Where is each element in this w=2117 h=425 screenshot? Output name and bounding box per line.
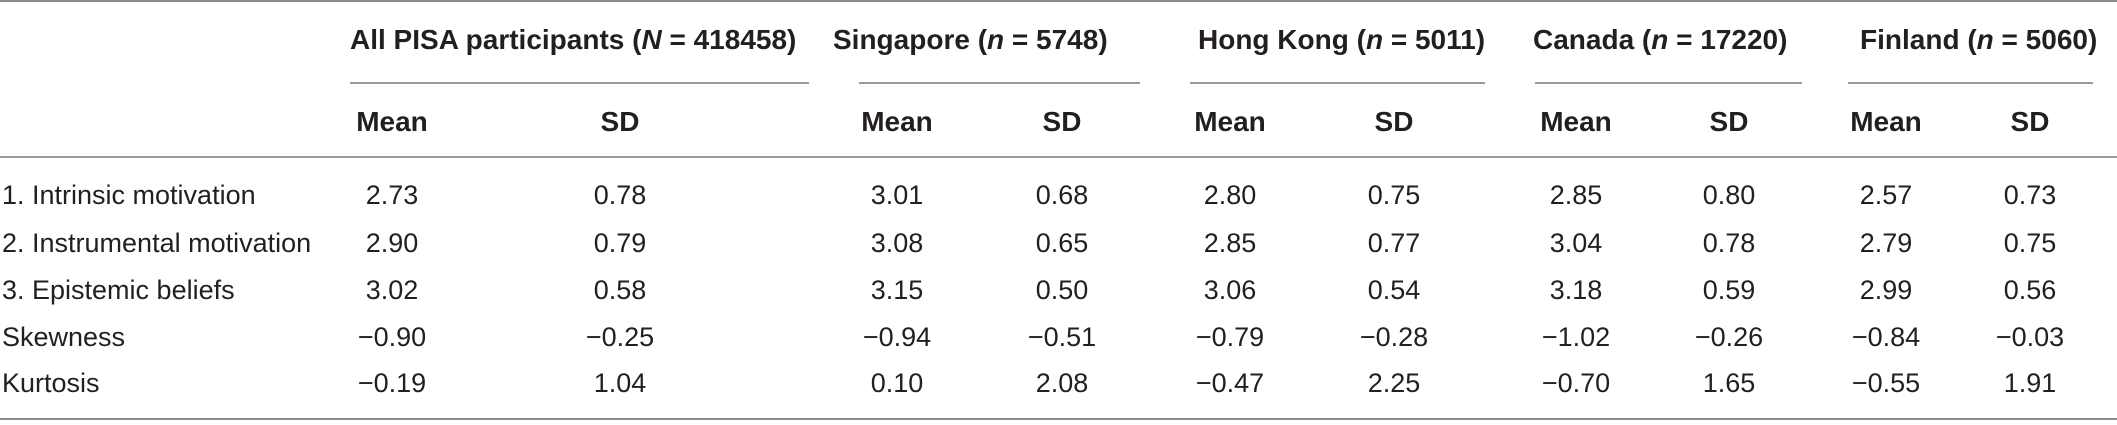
mean-cell: −0.84 [1851, 322, 1921, 352]
group-name: All PISA participants ( [350, 24, 642, 55]
sd-column-header: SD [600, 106, 640, 137]
sd-cell: 1.65 [1702, 368, 1756, 398]
sd-cell: −0.26 [1694, 322, 1764, 352]
group-name: Hong Kong ( [1198, 24, 1366, 55]
mean-cell: −1.02 [1541, 322, 1611, 352]
group-underline [1535, 82, 1802, 84]
mean-cell: 3.06 [1203, 275, 1257, 305]
mean-cell: 3.08 [870, 228, 924, 258]
sd-cell: 0.65 [1035, 228, 1089, 258]
sd-cell: 2.08 [1035, 368, 1089, 398]
sample-size-value: = 5011) [1383, 24, 1486, 55]
sd-cell: 0.78 [593, 180, 647, 210]
sample-size-value: = 418458) [661, 24, 797, 55]
sd-cell: 1.04 [593, 368, 647, 398]
sd-cell: 0.50 [1035, 275, 1089, 305]
mean-cell: 0.10 [870, 368, 924, 398]
sd-cell: 0.79 [593, 228, 647, 258]
mean-cell: −0.55 [1851, 368, 1921, 398]
mean-cell: 2.85 [1203, 228, 1257, 258]
sample-size-symbol: N [641, 24, 662, 55]
sd-cell: 0.75 [2003, 228, 2057, 258]
sd-cell: 2.25 [1367, 368, 1421, 398]
mean-cell: −0.79 [1195, 322, 1265, 352]
group-underline [1848, 82, 2093, 84]
mean-cell: 2.80 [1203, 180, 1257, 210]
sd-cell: 1.91 [2003, 368, 2057, 398]
sd-cell: 0.80 [1702, 180, 1756, 210]
sd-cell: 0.68 [1035, 180, 1089, 210]
mean-cell: −0.94 [862, 322, 932, 352]
sd-column-header: SD [2010, 106, 2050, 137]
sample-size-symbol: n [987, 24, 1005, 55]
sd-cell: −0.25 [585, 322, 655, 352]
sd-cell: −0.51 [1027, 322, 1097, 352]
sample-size-value: = 5748) [1004, 24, 1108, 55]
mean-column-header: Mean [861, 106, 933, 137]
sample-size-symbol: n [1651, 24, 1669, 55]
header-bottom-rule [0, 156, 2117, 158]
mean-cell: 2.79 [1859, 228, 1913, 258]
group-header: Singapore (n = 5748) [833, 24, 1108, 56]
sd-cell: −0.03 [1995, 322, 2065, 352]
row-label: 2. Instrumental motivation [2, 228, 312, 258]
sd-cell: 0.73 [2003, 180, 2057, 210]
group-underline [350, 82, 809, 84]
sample-size-value: = 5060) [1993, 24, 2098, 55]
group-name: Canada ( [1533, 24, 1652, 55]
mean-cell: −0.70 [1541, 368, 1611, 398]
group-header: Canada (n = 17220) [1533, 24, 1787, 56]
mean-cell: 2.57 [1859, 180, 1913, 210]
sd-cell: −0.28 [1359, 322, 1429, 352]
mean-cell: 2.85 [1549, 180, 1603, 210]
sample-size-symbol: n [1976, 24, 1994, 55]
mean-cell: 2.99 [1859, 275, 1913, 305]
mean-cell: −0.19 [357, 368, 427, 398]
group-name: Finland ( [1860, 24, 1977, 55]
mean-cell: −0.47 [1195, 368, 1265, 398]
row-label: Kurtosis [2, 368, 100, 398]
group-header: Hong Kong (n = 5011) [1198, 24, 1485, 56]
mean-cell: 2.90 [365, 228, 419, 258]
mean-cell: 3.02 [365, 275, 419, 305]
sd-cell: 0.75 [1367, 180, 1421, 210]
group-underline [1190, 82, 1485, 84]
mean-cell: 3.01 [870, 180, 924, 210]
mean-column-header: Mean [1540, 106, 1612, 137]
group-header: All PISA participants (N = 418458) [350, 24, 796, 56]
mean-column-header: Mean [1850, 106, 1922, 137]
table-top-rule [0, 0, 2117, 2]
sd-cell: 0.56 [2003, 275, 2057, 305]
sd-column-header: SD [1374, 106, 1414, 137]
row-label: 3. Epistemic beliefs [2, 275, 235, 305]
mean-cell: 3.04 [1549, 228, 1603, 258]
mean-column-header: Mean [1194, 106, 1266, 137]
mean-cell: −0.90 [357, 322, 427, 352]
sd-cell: 0.59 [1702, 275, 1756, 305]
group-name: Singapore ( [833, 24, 988, 55]
sample-size-value: = 17220) [1668, 24, 1788, 55]
row-label: Skewness [2, 322, 126, 352]
mean-column-header: Mean [356, 106, 428, 137]
sd-cell: 0.77 [1367, 228, 1421, 258]
mean-cell: 2.73 [365, 180, 419, 210]
group-underline [859, 82, 1140, 84]
group-header: Finland (n = 5060) [1860, 24, 2097, 56]
sd-cell: 0.54 [1367, 275, 1421, 305]
table-bottom-rule [0, 418, 2117, 420]
mean-cell: 3.18 [1549, 275, 1603, 305]
sample-size-symbol: n [1365, 24, 1384, 55]
sd-column-header: SD [1709, 106, 1749, 137]
row-label: 1. Intrinsic motivation [2, 180, 256, 210]
mean-cell: 3.15 [870, 275, 924, 305]
sd-cell: 0.58 [593, 275, 647, 305]
sd-column-header: SD [1042, 106, 1082, 137]
sd-cell: 0.78 [1702, 228, 1756, 258]
